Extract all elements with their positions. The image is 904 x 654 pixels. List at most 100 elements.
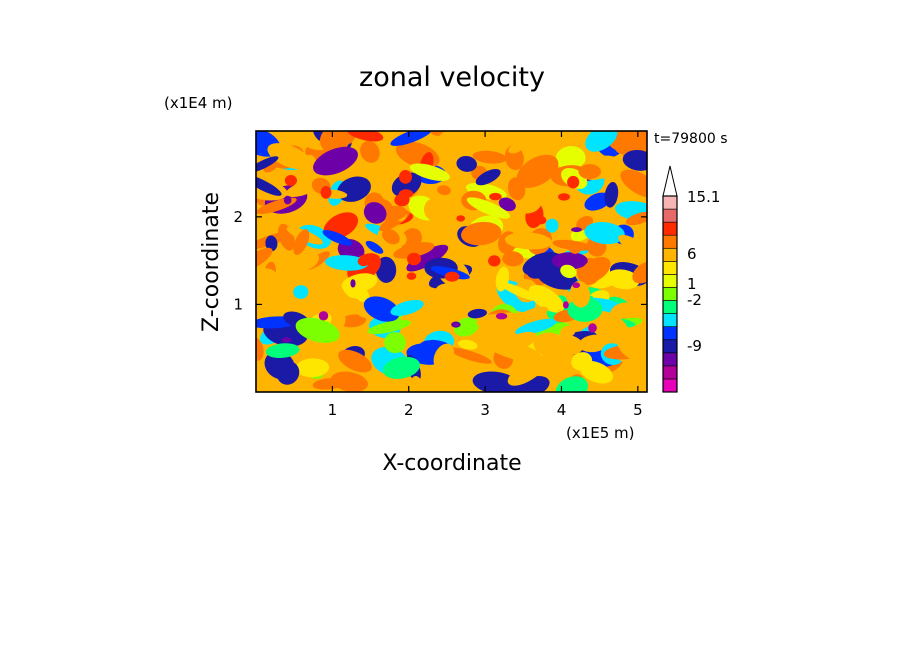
contour-patch [423,197,447,222]
contour-patch [604,182,619,208]
colorbar-label: 15.1 [687,188,720,206]
contour-patch [528,285,565,313]
contour-patch [475,168,501,186]
contour-patch [265,343,300,358]
contour-patch [285,180,320,197]
contour-patch [571,227,582,233]
contour-patch [312,378,345,390]
contour-patch [489,192,502,201]
contour-patch [284,175,297,186]
contour-patch [329,131,356,147]
contour-patch [360,140,380,163]
contour-patch [390,299,424,316]
contour-patch [367,319,412,335]
contour-patch [281,250,320,274]
x-axis-label: X-coordinate [382,451,521,476]
contour-patch [256,360,266,383]
colorbar-swatch [662,287,678,301]
contour-patch [433,343,455,370]
contour-patch [456,215,466,222]
x-tick-label: 2 [404,401,414,419]
contour-patch [338,349,372,373]
contour-patch [281,337,292,343]
contour-patch [533,215,547,225]
contour-patch [394,193,410,207]
contour-patch [399,170,412,184]
contour-patch [504,232,553,250]
y-axis-label: Z-coordinate [199,192,224,332]
x-tick-label: 3 [480,401,490,419]
colorbar-swatch [662,234,678,249]
y-tick-label: 1 [233,295,243,313]
contour-patch [466,197,511,219]
contour-patch [580,256,611,283]
x-tick-label: 1 [328,401,338,419]
contour-patch [615,201,647,222]
contour-patch [339,314,367,328]
contour-patch [572,282,580,289]
contour-patch [632,261,647,284]
contour-patch [560,264,577,279]
contour-patch [435,283,480,308]
contour-patch [382,228,400,245]
colorbar-label: 1 [687,275,697,293]
colorbar-swatch [662,247,678,262]
contour-patch [617,336,647,367]
contour-patch [502,251,524,267]
contour-patch [406,244,449,272]
contour-patch [488,159,519,179]
colorbar: 15.1 6 1-2 -9 [662,165,720,393]
contour-patch [382,356,421,379]
colorbar-swatch [662,261,678,275]
colorbar-swatch [662,300,678,314]
contour-patch [552,239,592,251]
contour-patch [472,150,507,164]
x-tick-label: 4 [557,401,567,419]
contour-patch [365,240,384,254]
y-axis: 12 [233,208,647,313]
contour-patch [393,242,435,259]
contour-patch [293,285,309,299]
contour-patch [488,255,501,267]
contour-patch [500,331,537,353]
contour-patch [456,155,477,172]
contour-patch [320,186,332,199]
x-tick-label: 5 [633,401,643,419]
contour-patch [283,195,292,205]
contour-patch [555,376,589,392]
contour-patch [606,131,647,154]
colorbar-swatch [662,352,678,367]
contour-patch [256,156,279,173]
contour-patch [341,273,378,293]
colorbar-swatch [662,378,678,393]
contour-patch [350,279,356,288]
contour-patch [507,358,546,386]
contour-patch [495,313,508,320]
colorbar-label: -9 [687,337,702,355]
contour-patch [313,146,358,176]
contour-patch [518,196,542,214]
contour-patch [384,332,406,354]
contour-patch [453,317,479,337]
contour-patch [606,269,640,290]
contour-patch [390,131,433,146]
contour-patch [295,317,340,343]
contour-patch [295,358,330,378]
contour-patch [409,163,450,181]
contour-patch [472,371,519,392]
contour-patch [584,222,625,245]
contour-patch [507,177,526,201]
contour-patch [444,271,460,282]
contour-patch [618,234,647,258]
contour-patch [344,297,361,307]
contour-patch [515,318,557,335]
contour-patch [533,332,571,359]
colorbar-frame [662,195,678,393]
contour-patch [620,169,647,198]
contour-patch [256,273,279,300]
contour-patch [558,193,570,201]
contour-patch [578,164,601,179]
contour-patch [467,308,487,319]
x-axis: 1 2 3 4 5 [328,131,643,419]
contour-patch [363,202,387,224]
